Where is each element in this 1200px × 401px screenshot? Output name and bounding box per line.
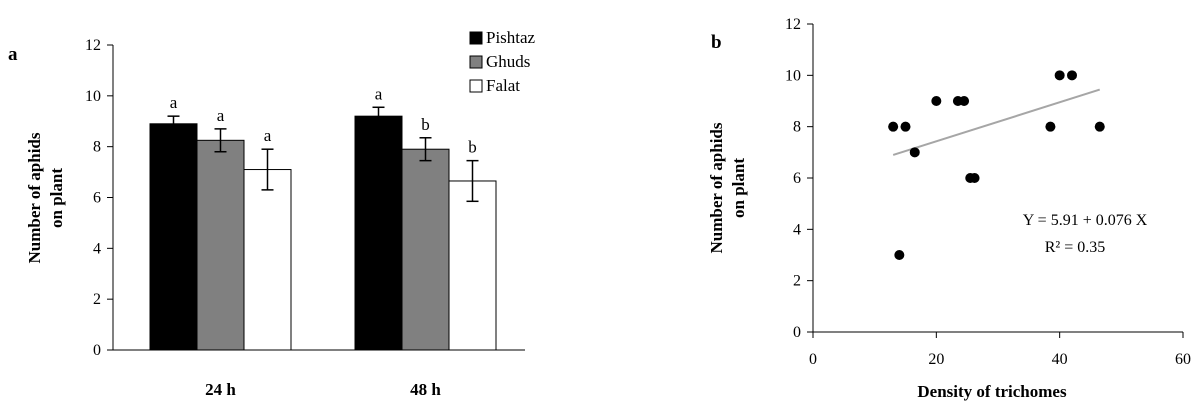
scatter-point-4 — [894, 250, 905, 260]
trendline — [892, 88, 1101, 156]
bar-ghuds-2 — [401, 148, 450, 351]
bar-ghuds-1 — [196, 139, 245, 351]
scatter-y-axis-title-line2: on plant — [729, 158, 748, 218]
bar-y-tick-label: 8 — [93, 139, 101, 156]
bar-y-axis-title-line2: on plant — [47, 168, 66, 228]
scatter-point-11 — [1054, 70, 1065, 81]
bar-y-tick-label: 4 — [93, 240, 101, 257]
scatter-point-13 — [1094, 121, 1105, 132]
bar-y-tick-label: 6 — [93, 190, 101, 207]
bar-pishtaz-2 — [354, 115, 403, 351]
bar-falat-2 — [448, 180, 497, 351]
legend-label-pishtaz: Pishtaz — [486, 28, 536, 47]
bar-y-tick-label: 10 — [85, 88, 101, 105]
significance-letter: a — [217, 106, 225, 125]
scatter-x-tick-label: 20 — [928, 351, 944, 368]
legend: Pishtaz Ghuds Falat — [469, 28, 536, 95]
panel-b-letter: b — [711, 32, 722, 53]
scatter-point-1 — [888, 121, 899, 132]
scatter-x-tick-label: 40 — [1052, 351, 1068, 368]
significance-letter: a — [375, 84, 383, 103]
bar-pishtaz-1 — [149, 123, 198, 351]
regression-equation: Y = 5.91 + 0.076 X — [1023, 212, 1148, 229]
bar-chart-panel-a: a Number of aphids on plant 0 2 4 6 8 10 12 a a… — [8, 28, 536, 399]
scatter-y-tick-label: 2 — [793, 273, 801, 290]
scatter-point-5 — [931, 96, 942, 106]
legend-swatch-pishtaz — [469, 31, 483, 45]
legend-label-ghuds: Ghuds — [486, 52, 530, 71]
scatter-point-9 — [969, 173, 980, 183]
bar-category-label: 48 h — [410, 380, 441, 399]
scatter-point-12 — [1067, 70, 1077, 81]
legend-label-falat: Falat — [486, 76, 520, 95]
scatter-point-3 — [909, 147, 920, 158]
scatter-x-tick-label: 60 — [1175, 351, 1191, 368]
bar-y-tick-label: 12 — [85, 37, 101, 54]
legend-swatch-ghuds — [469, 55, 483, 69]
scatter-x-tick-label: 0 — [809, 351, 817, 368]
scatter-point-10 — [1045, 121, 1056, 132]
scatter-point-7 — [959, 96, 970, 106]
scatter-y-axis-title-line1: Number of aphids — [707, 122, 726, 253]
bar-falat-1 — [243, 169, 292, 351]
bar-y-tick-label: 0 — [93, 342, 101, 359]
significance-letter: a — [170, 93, 178, 112]
bar-y-tick-label: 2 — [93, 291, 101, 308]
r-squared-label: R² = 0.35 — [1045, 239, 1106, 256]
legend-swatch-falat — [469, 79, 483, 93]
scatter-point-2 — [900, 121, 911, 132]
scatter-y-tick-label: 10 — [785, 67, 801, 84]
scatter-y-tick-label: 6 — [793, 170, 801, 187]
panel-a-letter: a — [8, 44, 18, 65]
scatter-x-axis-title: Density of trichomes — [917, 382, 1067, 401]
scatter-chart-panel-b: b Number of aphids on plant 0 2 4 6 8 10 12 0 20… — [707, 16, 1191, 401]
scatter-y-tick-label: 0 — [793, 324, 801, 341]
scatter-y-tick-label: 8 — [793, 119, 801, 136]
significance-letter: b — [421, 115, 430, 134]
significance-letter: a — [264, 126, 272, 145]
scatter-y-tick-label: 4 — [793, 221, 801, 238]
bar-y-axis-title-line1: Number of aphids — [25, 132, 44, 263]
bar-category-label: 24 h — [205, 380, 236, 399]
scatter-y-tick-label: 12 — [785, 16, 801, 33]
significance-letter: b — [468, 138, 477, 157]
